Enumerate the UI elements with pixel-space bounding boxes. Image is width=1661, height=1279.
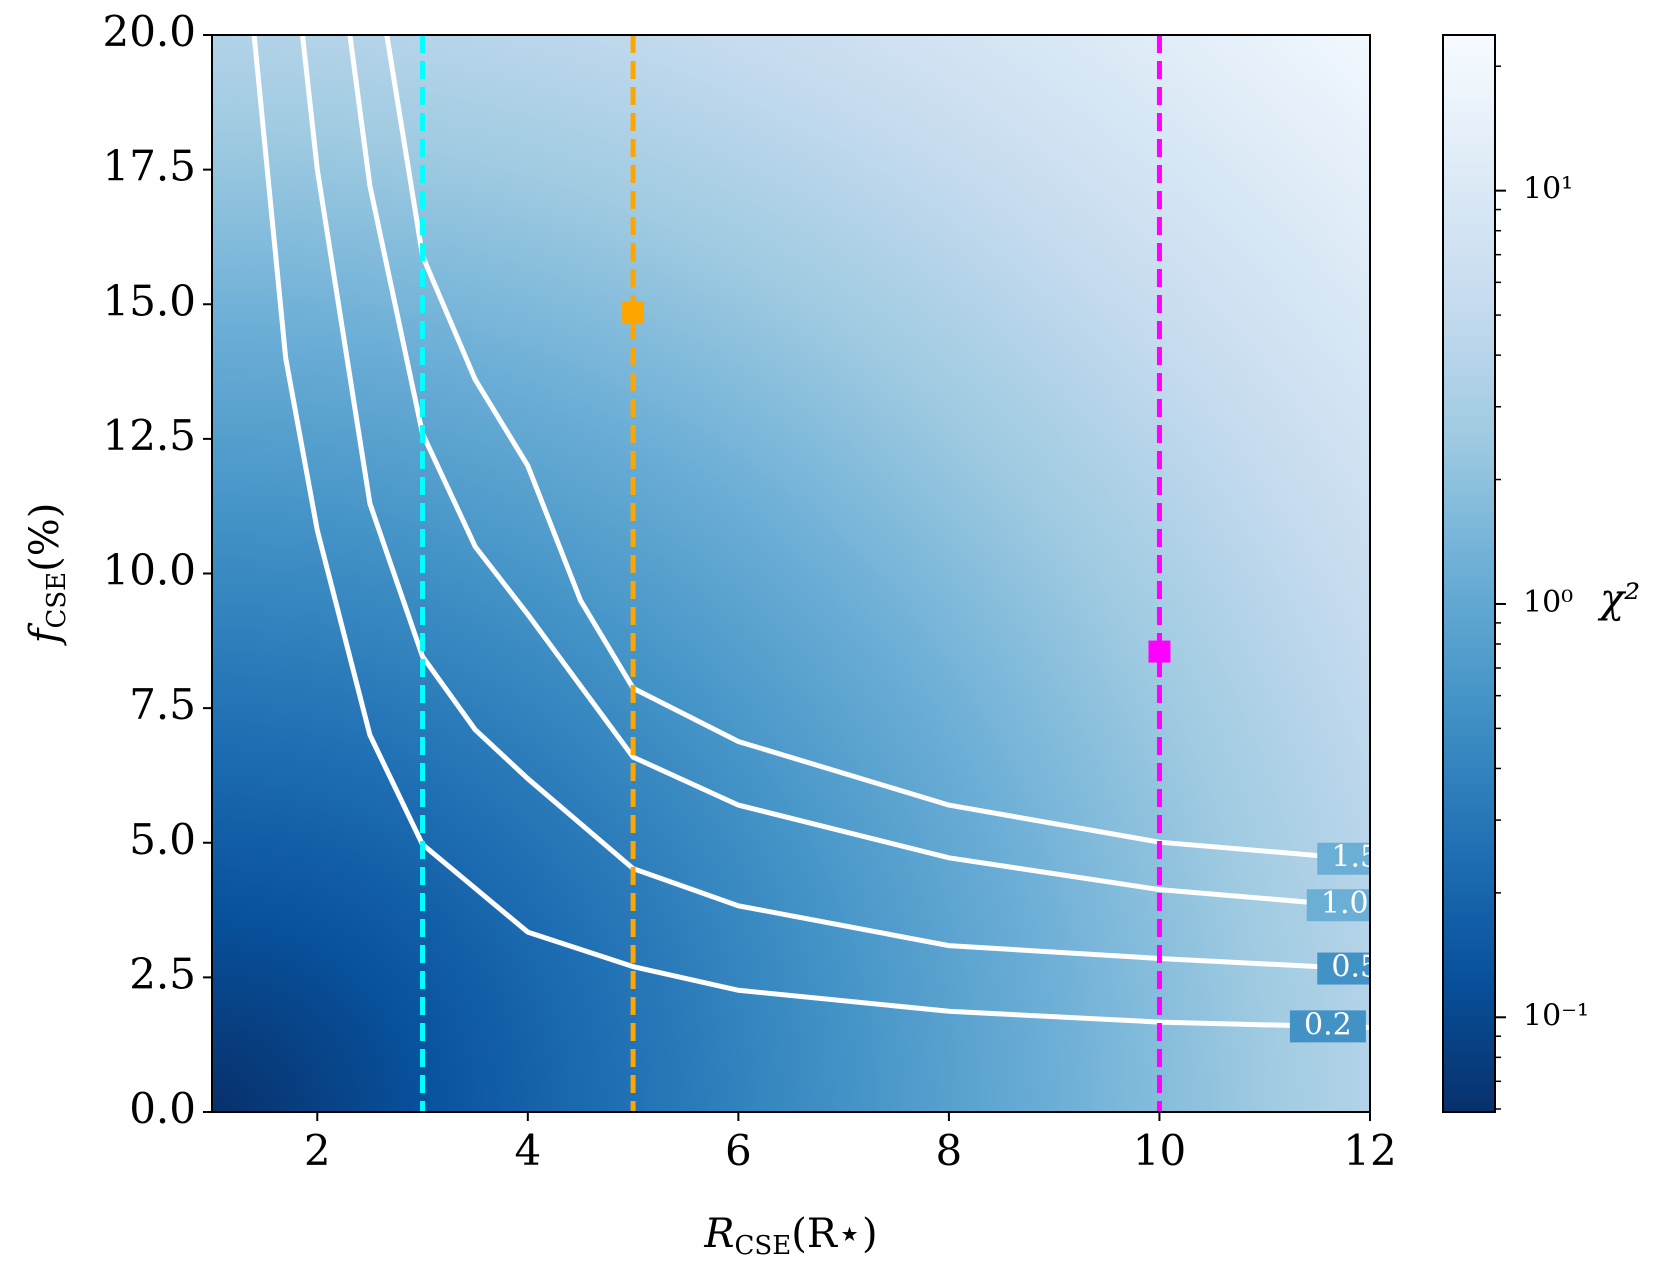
x-axis-label: RCSE(R⋆) xyxy=(703,1211,877,1261)
x-label-main: R xyxy=(703,1211,734,1257)
y-tick-label: 12.5 xyxy=(102,411,196,460)
contour-line xyxy=(384,35,1370,863)
plot-area: 0.2 0.5 1.0 1.5 xyxy=(212,35,1379,1112)
colorbar-tick-label: 10¹ xyxy=(1523,172,1573,207)
x-tick-label: 12 xyxy=(1343,1126,1396,1175)
x-tick-label: 10 xyxy=(1133,1126,1186,1175)
contour-line xyxy=(347,35,1370,910)
y-label-rest: (%) xyxy=(22,503,68,572)
contour-line xyxy=(251,35,1370,1030)
contour-label-gap xyxy=(1306,889,1370,922)
y-tick-label: 2.5 xyxy=(129,949,196,998)
heatmap xyxy=(212,35,1370,1112)
x-tick-label: 8 xyxy=(936,1126,963,1175)
marker xyxy=(622,301,645,324)
x-label-rest: (R⋆) xyxy=(791,1211,877,1257)
contour-label: 1.5 xyxy=(1331,840,1379,875)
y-axis-label: fCSE(%) xyxy=(22,503,72,647)
y-tick-label: 20.0 xyxy=(102,7,196,56)
colorbar-label: χ² xyxy=(1597,576,1640,622)
colorbar xyxy=(1442,34,1496,1113)
colorbar-tick-label: 10⁻¹ xyxy=(1523,998,1589,1033)
y-label-sub: CSE xyxy=(42,572,72,629)
x-tick-label: 6 xyxy=(725,1126,752,1175)
y-tick-label: 10.0 xyxy=(102,546,196,595)
x-tick-label: 2 xyxy=(304,1126,331,1175)
y-tick-label: 17.5 xyxy=(102,142,196,191)
x-tick-label: 4 xyxy=(514,1126,541,1175)
y-tick-label: 0.0 xyxy=(129,1084,196,1133)
y-tick-label: 7.5 xyxy=(129,680,196,729)
contour-label-gap xyxy=(1317,842,1370,875)
y-tick-label: 5.0 xyxy=(129,815,196,864)
y-tick-label: 15.0 xyxy=(102,276,196,325)
x-label-sub: CSE xyxy=(735,1231,792,1261)
contour-label: 1.0 xyxy=(1321,886,1369,921)
marker xyxy=(1148,640,1171,663)
contour-label-gap xyxy=(1289,1010,1366,1043)
contour-label: 0.5 xyxy=(1331,950,1379,985)
contour-line xyxy=(300,35,1370,972)
colorbar-tick-label: 10⁰ xyxy=(1523,585,1573,620)
contour-label-gap xyxy=(1317,952,1370,985)
contour-label: 0.2 xyxy=(1304,1007,1352,1042)
